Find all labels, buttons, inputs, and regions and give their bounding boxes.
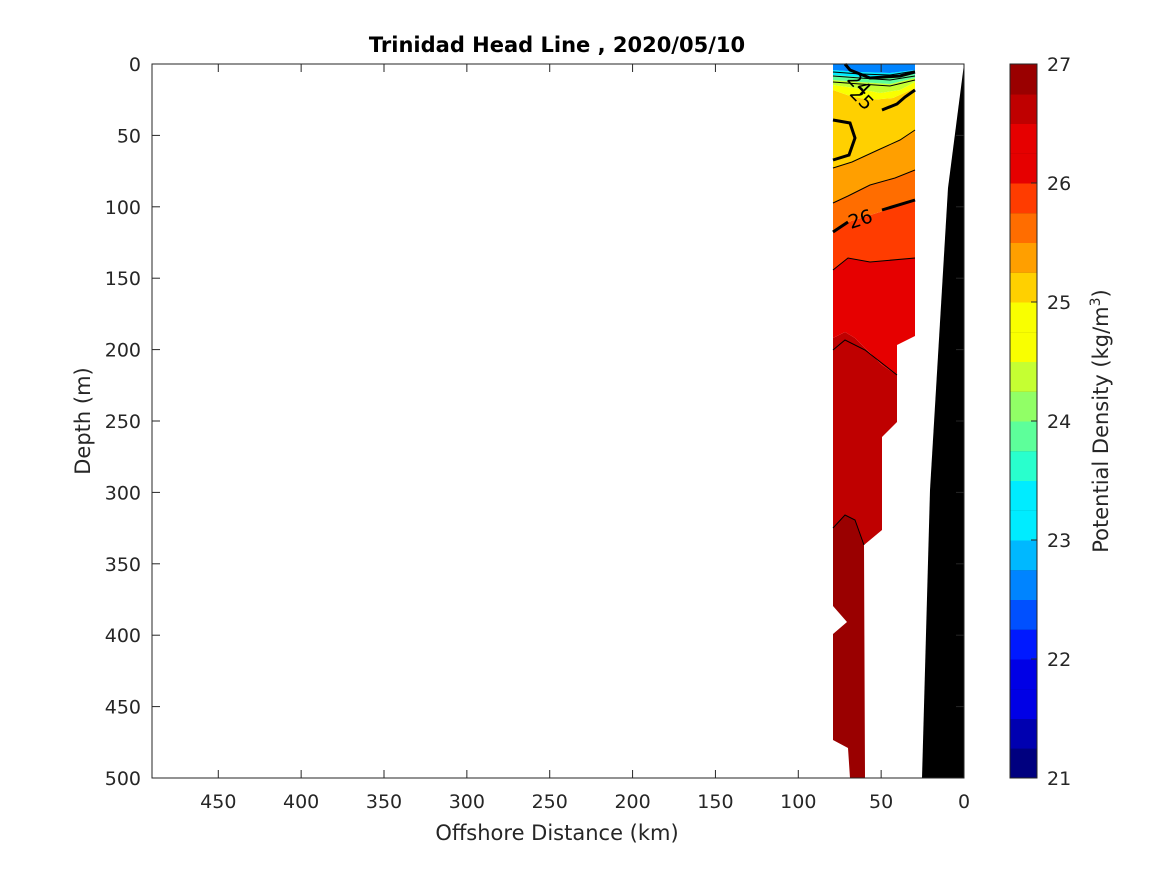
y-tick-label: 300 [105, 482, 141, 504]
density-fill-red [833, 258, 915, 375]
colorbar-tick-label: 22 [1047, 649, 1071, 671]
colorbar-label: Potential Density (kg/m3) [1088, 289, 1113, 553]
colorbar-swatch [1010, 421, 1037, 452]
colorbar-ticks: 21 22 23 24 25 26 27 [1031, 54, 1071, 790]
colorbar-tick-label: 27 [1047, 54, 1071, 76]
colorbar-tick-label: 21 [1047, 768, 1071, 790]
colorbar-label-end: ) [1089, 289, 1113, 297]
y-tick-label: 400 [105, 625, 141, 647]
y-tick-label: 500 [105, 768, 141, 790]
plot-area: 24 25 26 450 400 350 300 250 200 150 100 50 0 050… [105, 54, 970, 813]
y-tick-label: 450 [105, 697, 141, 719]
density-fill-orangered [833, 200, 915, 270]
x-axis-ticks: 450 400 350 300 250 200 150 100 50 0 [200, 64, 970, 813]
colorbar-swatch [1010, 212, 1037, 243]
contour-line-thin [832, 79, 916, 87]
bathymetry-seafloor [922, 64, 964, 778]
colorbar-swatch [1010, 361, 1037, 392]
colorbar-label-main: Potential Density (kg/m [1089, 306, 1113, 552]
colorbar-swatch [1010, 123, 1037, 154]
colorbar-swatch [1010, 64, 1037, 95]
contour-line-thin [832, 514, 865, 546]
contour-line-26 [881, 198, 916, 212]
colorbar-swatch [1010, 569, 1037, 600]
density-fill-lightgreen [833, 78, 915, 93]
x-tick-label: 450 [200, 791, 236, 813]
contour-fills [833, 64, 915, 778]
contour-line-26 [832, 220, 849, 234]
colorbar-swatch [1010, 748, 1037, 779]
colorbar-swatch [1010, 659, 1037, 690]
contour-lines [832, 63, 916, 546]
colorbar-swatch [1010, 391, 1037, 422]
x-tick-label: 200 [614, 791, 650, 813]
x-tick-label: 400 [283, 791, 319, 813]
density-fill-darkred [833, 332, 897, 545]
y-tick-label: 0 [129, 54, 141, 76]
y-tick-label: 250 [105, 411, 141, 433]
x-tick-label: 250 [532, 791, 568, 813]
colorbar-swatch [1010, 480, 1037, 511]
contour-line-thin [832, 257, 916, 271]
density-fill-lightorange [833, 130, 915, 203]
colorbar-swatch [1010, 688, 1037, 719]
colorbar-swatch [1010, 599, 1037, 630]
y-tick-label: 100 [105, 197, 141, 219]
x-tick-label: 300 [449, 791, 485, 813]
y-tick-label: 200 [105, 340, 141, 362]
contour-line-thin [832, 70, 916, 76]
y-axis-ticks: 0 50 100 150 200 250 300 350 400 450 500 [105, 54, 964, 790]
density-fill-maroon [833, 515, 865, 778]
y-axis-label: Depth (m) [71, 367, 95, 474]
colorbar-tick-label: 26 [1047, 173, 1071, 195]
density-fill-gold [833, 88, 915, 168]
contour-line-thin [832, 169, 916, 204]
colorbar-swatch [1010, 450, 1037, 481]
colorbar-swatch [1010, 718, 1037, 749]
colorbar-swatch [1010, 331, 1037, 362]
colorbar-swatch [1010, 629, 1037, 660]
colorbar-swatch [1010, 510, 1037, 541]
y-tick-label: 50 [117, 125, 141, 147]
y-tick-label: 350 [105, 554, 141, 576]
colorbar-swatch [1010, 93, 1037, 124]
contour-line-thin [832, 339, 898, 376]
x-tick-label: 50 [869, 791, 893, 813]
contour-line-25 [881, 88, 916, 112]
contour-line-25 [832, 118, 857, 162]
x-tick-label: 100 [780, 791, 816, 813]
x-tick-label: 150 [697, 791, 733, 813]
colorbar-swatches [1010, 63, 1037, 779]
colorbar-tick-label: 23 [1047, 530, 1071, 552]
y-tick-label: 150 [105, 268, 141, 290]
colorbar-swatch [1010, 540, 1037, 571]
chart-title: Trinidad Head Line , 2020/05/10 [369, 33, 745, 57]
contour-line-thin [832, 129, 916, 169]
colorbar-tick-label: 24 [1047, 411, 1071, 433]
x-tick-label: 0 [958, 791, 970, 813]
density-fill-yellow [833, 82, 915, 100]
x-tick-label: 350 [366, 791, 402, 813]
colorbar: 21 22 23 24 25 26 27 Potential Density (kg/m3) [1009, 54, 1113, 790]
colorbar-label-superscript: 3 [1088, 297, 1104, 306]
contour-line-24 [843, 63, 916, 80]
colorbar-swatch [1010, 183, 1037, 214]
density-fill-orange [833, 170, 915, 232]
colorbar-swatch [1010, 272, 1037, 303]
colorbar-tick-label: 25 [1047, 292, 1071, 314]
x-axis-label: Offshore Distance (km) [435, 821, 678, 845]
colorbar-swatch [1010, 302, 1037, 333]
colorbar-swatch [1010, 153, 1037, 184]
plot-background [152, 64, 964, 778]
colorbar-swatch [1010, 242, 1037, 273]
